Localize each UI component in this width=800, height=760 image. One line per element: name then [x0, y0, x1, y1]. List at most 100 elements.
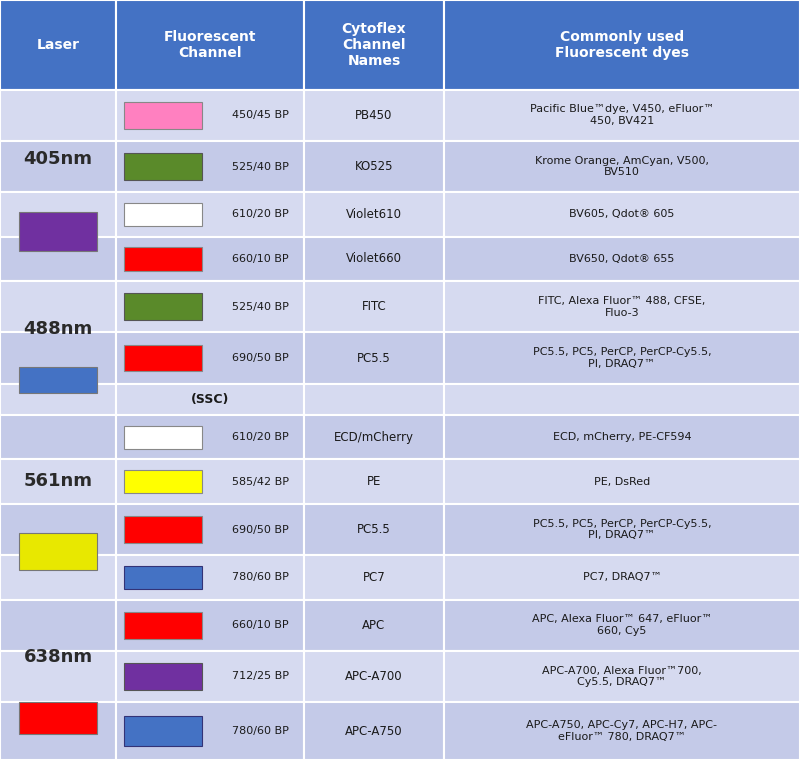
Text: 525/40 BP: 525/40 BP — [232, 162, 289, 172]
Bar — [123, 516, 202, 543]
Bar — [304, 141, 444, 192]
Text: Krome Orange, AmCyan, V500,
BV510: Krome Orange, AmCyan, V500, BV510 — [535, 156, 709, 177]
Bar — [123, 612, 202, 638]
Bar — [0, 236, 116, 281]
Bar — [18, 367, 98, 394]
Bar — [18, 533, 98, 570]
Bar — [304, 236, 444, 281]
Bar — [116, 459, 304, 504]
Text: PB450: PB450 — [355, 109, 393, 122]
Bar — [116, 141, 304, 192]
Bar — [116, 415, 304, 459]
Bar — [444, 332, 800, 384]
Bar — [304, 459, 444, 504]
Text: BV605, Qdot® 605: BV605, Qdot® 605 — [570, 210, 674, 220]
Text: PC5.5, PC5, PerCP, PerCP-Cy5.5,
PI, DRAQ7™: PC5.5, PC5, PerCP, PerCP-Cy5.5, PI, DRAQ… — [533, 519, 711, 540]
Text: 450/45 BP: 450/45 BP — [232, 110, 289, 120]
Bar — [0, 141, 116, 192]
Bar — [123, 716, 202, 746]
Bar — [123, 565, 202, 589]
Bar — [18, 212, 98, 251]
Text: APC-A750, APC-Cy7, APC-H7, APC-
eFluor™ 780, DRAQ7™: APC-A750, APC-Cy7, APC-H7, APC- eFluor™ … — [526, 720, 718, 742]
Bar — [123, 102, 202, 128]
Bar — [123, 247, 202, 271]
Bar — [123, 154, 202, 180]
Text: APC-A700: APC-A700 — [345, 670, 403, 683]
Text: Laser: Laser — [37, 38, 79, 52]
Bar — [444, 281, 800, 332]
Bar — [444, 555, 800, 600]
Bar — [0, 332, 116, 384]
Bar — [116, 600, 304, 651]
Text: PC5.5: PC5.5 — [357, 523, 391, 536]
Bar — [123, 203, 202, 226]
Bar — [116, 90, 304, 141]
Bar — [0, 555, 116, 600]
Bar — [116, 504, 304, 555]
Text: 585/42 BP: 585/42 BP — [232, 477, 290, 486]
Text: PC7, DRAQ7™: PC7, DRAQ7™ — [582, 572, 662, 582]
Text: Cytoflex
Channel
Names: Cytoflex Channel Names — [342, 21, 406, 68]
Bar — [18, 702, 98, 734]
Text: ECD/mCherry: ECD/mCherry — [334, 431, 414, 444]
Text: 525/40 BP: 525/40 BP — [232, 302, 289, 312]
Text: Pacific Blue™dye, V450, eFluor™
450, BV421: Pacific Blue™dye, V450, eFluor™ 450, BV4… — [530, 104, 714, 126]
Bar — [0, 192, 116, 236]
Text: PE, DsRed: PE, DsRed — [594, 477, 650, 486]
Bar — [304, 651, 444, 702]
Bar — [304, 555, 444, 600]
Bar — [444, 651, 800, 702]
Bar — [0, 415, 116, 459]
Bar — [304, 281, 444, 332]
Bar — [444, 600, 800, 651]
Bar — [0, 90, 116, 141]
Bar — [116, 555, 304, 600]
Text: Violet610: Violet610 — [346, 208, 402, 221]
Bar — [0, 504, 116, 555]
Bar — [444, 504, 800, 555]
Text: 780/60 BP: 780/60 BP — [232, 572, 289, 582]
Bar — [0, 281, 116, 332]
Text: (SSC): (SSC) — [191, 393, 229, 406]
Bar — [0, 651, 116, 702]
Bar — [0, 0, 116, 90]
Bar — [0, 600, 116, 651]
Text: 660/10 BP: 660/10 BP — [233, 254, 289, 264]
Text: 690/50 BP: 690/50 BP — [232, 353, 289, 363]
Bar — [123, 426, 202, 448]
Bar — [444, 415, 800, 459]
Text: 660/10 BP: 660/10 BP — [233, 620, 289, 630]
Bar — [444, 90, 800, 141]
Text: APC-A750: APC-A750 — [345, 724, 403, 737]
Text: Commonly used
Fluorescent dyes: Commonly used Fluorescent dyes — [555, 30, 689, 60]
Bar — [123, 663, 202, 690]
Bar — [304, 192, 444, 236]
Bar — [0, 459, 116, 504]
Bar — [444, 384, 800, 415]
Bar — [116, 332, 304, 384]
Text: Violet660: Violet660 — [346, 252, 402, 265]
Bar — [304, 384, 444, 415]
Text: FITC, Alexa Fluor™ 488, CFSE,
Fluo-3: FITC, Alexa Fluor™ 488, CFSE, Fluo-3 — [538, 296, 706, 318]
Bar — [304, 504, 444, 555]
Text: 405nm: 405nm — [23, 150, 93, 168]
Text: Fluorescent
Channel: Fluorescent Channel — [164, 30, 256, 60]
Bar — [444, 459, 800, 504]
Bar — [116, 702, 304, 760]
Bar — [304, 90, 444, 141]
Bar — [123, 470, 202, 493]
Text: 780/60 BP: 780/60 BP — [232, 726, 289, 736]
Bar — [123, 345, 202, 372]
Text: PC5.5: PC5.5 — [357, 352, 391, 365]
Bar — [304, 600, 444, 651]
Text: PE: PE — [367, 475, 381, 488]
Bar — [0, 384, 116, 415]
Bar — [116, 0, 304, 90]
Bar — [444, 0, 800, 90]
Text: 638nm: 638nm — [23, 648, 93, 667]
Bar — [444, 702, 800, 760]
Text: APC, Alexa Fluor™ 647, eFluor™
660, Cy5: APC, Alexa Fluor™ 647, eFluor™ 660, Cy5 — [532, 615, 712, 636]
Bar — [116, 236, 304, 281]
Bar — [444, 236, 800, 281]
Text: ECD, mCherry, PE-CF594: ECD, mCherry, PE-CF594 — [553, 432, 691, 442]
